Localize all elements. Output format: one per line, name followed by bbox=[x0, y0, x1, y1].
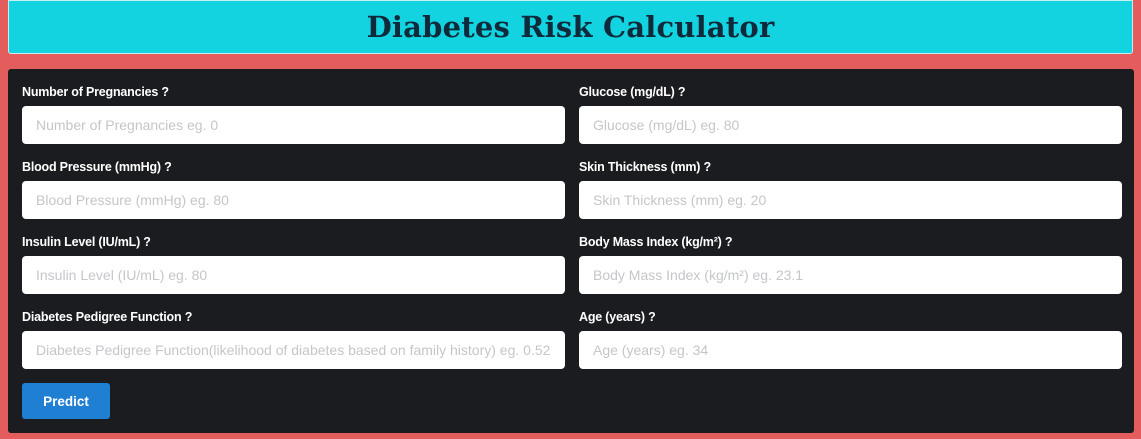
predict-button[interactable]: Predict bbox=[22, 383, 110, 419]
prediction-form: Number of Pregnancies ? Glucose (mg/dL) … bbox=[8, 69, 1134, 433]
page-header: Diabetes Risk Calculator bbox=[8, 0, 1133, 54]
age-label: Age (years) ? bbox=[579, 310, 656, 324]
skin-thickness-label: Skin Thickness (mm) ? bbox=[579, 160, 711, 174]
bmi-input[interactable] bbox=[579, 256, 1122, 294]
pregnancies-input[interactable] bbox=[22, 106, 565, 144]
pedigree-label: Diabetes Pedigree Function ? bbox=[22, 310, 193, 324]
insulin-input[interactable] bbox=[22, 256, 565, 294]
blood-pressure-field-group: Blood Pressure (mmHg) ? bbox=[22, 159, 565, 219]
age-field-group: Age (years) ? bbox=[579, 309, 1122, 369]
glucose-field-group: Glucose (mg/dL) ? bbox=[579, 84, 1122, 144]
skin-thickness-input[interactable] bbox=[579, 181, 1122, 219]
age-input[interactable] bbox=[579, 331, 1122, 369]
skin-thickness-field-group: Skin Thickness (mm) ? bbox=[579, 159, 1122, 219]
pedigree-input[interactable] bbox=[22, 331, 565, 369]
bmi-label: Body Mass Index (kg/m²) ? bbox=[579, 235, 733, 249]
bmi-field-group: Body Mass Index (kg/m²) ? bbox=[579, 234, 1122, 294]
insulin-field-group: Insulin Level (IU/mL) ? bbox=[22, 234, 565, 294]
pregnancies-label: Number of Pregnancies ? bbox=[22, 85, 169, 99]
blood-pressure-label: Blood Pressure (mmHg) ? bbox=[22, 160, 172, 174]
glucose-label: Glucose (mg/dL) ? bbox=[579, 85, 686, 99]
insulin-label: Insulin Level (IU/mL) ? bbox=[22, 235, 151, 249]
glucose-input[interactable] bbox=[579, 106, 1122, 144]
pregnancies-field-group: Number of Pregnancies ? bbox=[22, 84, 565, 144]
pedigree-field-group: Diabetes Pedigree Function ? bbox=[22, 309, 565, 369]
page-title: Diabetes Risk Calculator bbox=[366, 10, 775, 44]
blood-pressure-input[interactable] bbox=[22, 181, 565, 219]
